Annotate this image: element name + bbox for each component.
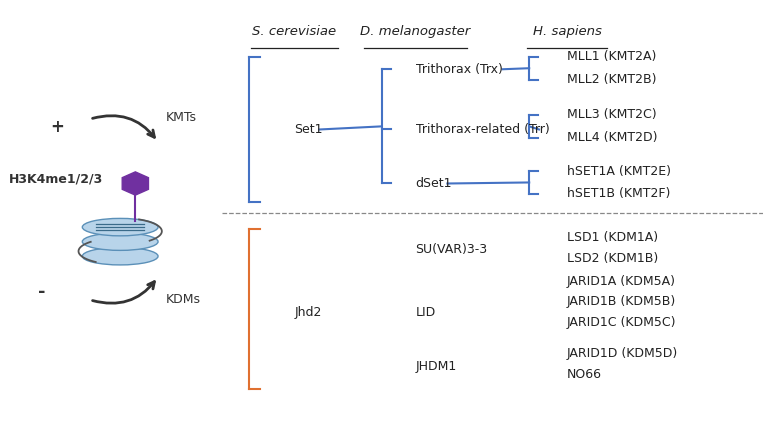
Text: SU(VAR)3-3: SU(VAR)3-3 [416, 243, 488, 256]
Text: D. melanogaster: D. melanogaster [360, 25, 471, 38]
Text: Set1: Set1 [295, 123, 323, 136]
Text: +: + [50, 118, 64, 136]
Text: dSet1: dSet1 [416, 177, 452, 190]
Text: NO66: NO66 [567, 368, 602, 381]
Text: hSET1A (KMT2E): hSET1A (KMT2E) [567, 165, 671, 178]
Text: LID: LID [416, 306, 436, 319]
Ellipse shape [82, 218, 158, 236]
Text: Trithorax-related (Trr): Trithorax-related (Trr) [416, 123, 549, 136]
Text: H. sapiens: H. sapiens [533, 25, 601, 38]
Text: -: - [38, 282, 46, 301]
Text: JHDM1: JHDM1 [416, 360, 457, 373]
Text: H3K4me1/2/3: H3K4me1/2/3 [9, 173, 103, 186]
Text: KMTs: KMTs [166, 111, 197, 123]
Text: JARID1D (KDM5D): JARID1D (KDM5D) [567, 347, 678, 360]
Text: JARID1B (KDM5B): JARID1B (KDM5B) [567, 296, 676, 309]
Ellipse shape [82, 248, 158, 265]
Text: Jhd2: Jhd2 [295, 306, 322, 319]
Text: S. cerevisiae: S. cerevisiae [253, 25, 336, 38]
Text: LSD1 (KDM1A): LSD1 (KDM1A) [567, 231, 658, 244]
Text: KDMs: KDMs [166, 293, 201, 306]
Text: LSD2 (KDM1B): LSD2 (KDM1B) [567, 252, 658, 265]
Text: hSET1B (KMT2F): hSET1B (KMT2F) [567, 187, 671, 200]
Ellipse shape [82, 233, 158, 250]
Text: MLL1 (KMT2A): MLL1 (KMT2A) [567, 50, 656, 63]
Text: MLL4 (KMT2D): MLL4 (KMT2D) [567, 131, 658, 144]
Polygon shape [122, 172, 149, 195]
Text: MLL2 (KMT2B): MLL2 (KMT2B) [567, 73, 657, 86]
Text: JARID1A (KDM5A): JARID1A (KDM5A) [567, 274, 676, 288]
Text: MLL3 (KMT2C): MLL3 (KMT2C) [567, 109, 657, 121]
Text: Trithorax (Trx): Trithorax (Trx) [416, 63, 503, 76]
Text: JARID1C (KDM5C): JARID1C (KDM5C) [567, 316, 677, 329]
